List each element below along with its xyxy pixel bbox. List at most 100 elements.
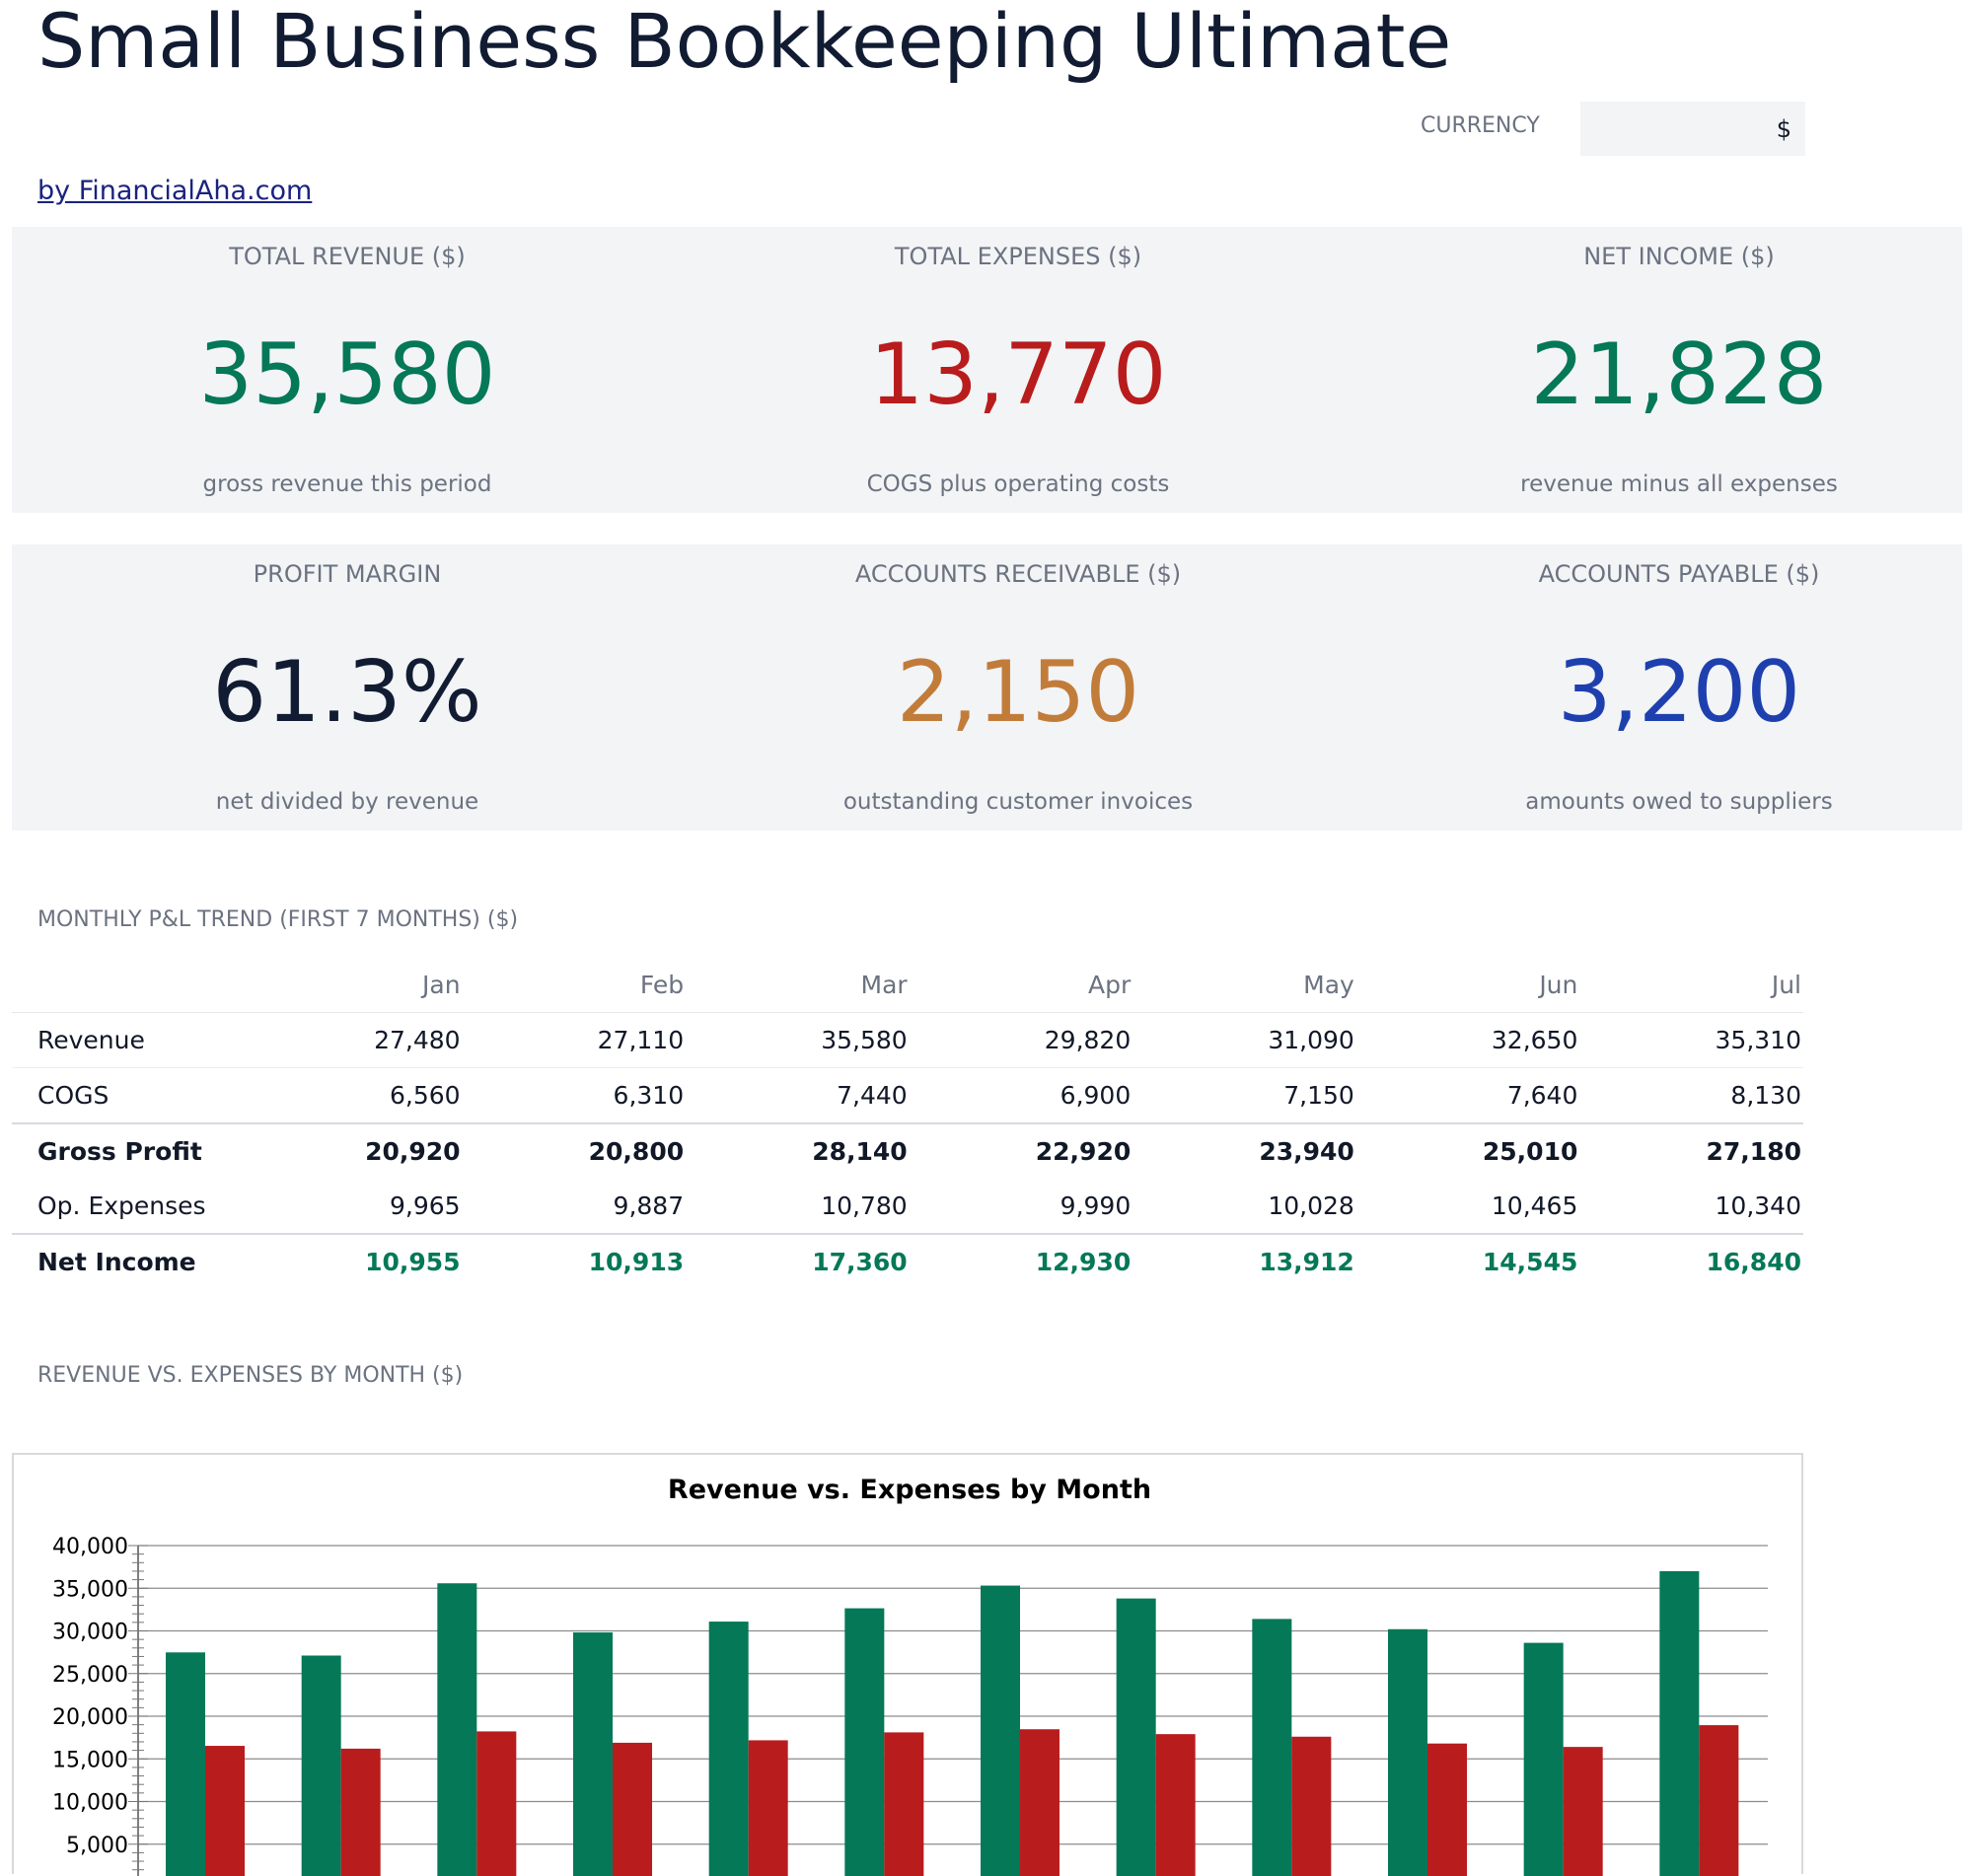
pl-cell: 35,580 (686, 1012, 910, 1068)
chart-bar-expenses (613, 1742, 652, 1876)
pl-cell: 7,150 (1133, 1067, 1356, 1124)
chart-bar-revenue (1252, 1619, 1292, 1876)
chart-bars (166, 1570, 1739, 1876)
currency-label: CURRENCY (1421, 113, 1540, 138)
pl-cell: 9,887 (462, 1179, 687, 1235)
pl-cell: 6,900 (909, 1067, 1133, 1124)
pl-cell: 10,780 (686, 1179, 910, 1235)
pl-cell: 7,440 (686, 1067, 910, 1124)
pl-cell: 27,180 (1706, 1137, 1801, 1166)
byline-link[interactable]: by FinancialAha.com (37, 176, 313, 206)
kpi-value: 3,200 (1557, 643, 1801, 742)
chart-bar-revenue (1659, 1570, 1700, 1876)
chart-bar-expenses (1155, 1734, 1196, 1876)
kpi-profit-margin: PROFIT MARGIN 61.3% net divided by reven… (12, 544, 683, 830)
chart-bar-revenue (1523, 1642, 1564, 1876)
pl-table: Jan Feb Mar Apr May Jun Jul Revenue 27,4… (12, 957, 1803, 1289)
pl-cell: 9,990 (909, 1179, 1133, 1235)
pl-month-header: Jul (1579, 957, 1803, 1013)
kpi-label: TOTAL EXPENSES ($) (894, 243, 1142, 270)
kpi-value: 35,580 (198, 325, 496, 424)
chart-y-tick-label: 40,000 (52, 1535, 128, 1559)
pl-cell: 28,140 (812, 1137, 908, 1166)
chart-bar-expenses (1291, 1736, 1332, 1876)
chart-y-tick-label: 25,000 (52, 1663, 128, 1688)
chart-bar-revenue (708, 1622, 749, 1876)
pl-cell: 8,130 (1579, 1067, 1803, 1124)
pl-cell: 7,640 (1355, 1067, 1580, 1124)
chart-bar-revenue (437, 1583, 477, 1876)
chart-title: Revenue vs. Expenses by Month (668, 1475, 1151, 1505)
chart-bar-revenue (573, 1632, 613, 1876)
chart-y-tick-label: 35,000 (52, 1577, 128, 1602)
kpi-label: TOTAL REVENUE ($) (229, 243, 466, 270)
kpi-label: ACCOUNTS RECEIVABLE ($) (854, 560, 1182, 588)
chart-section-title: REVENUE VS. EXPENSES BY MONTH ($) (37, 1363, 464, 1388)
pl-cell: 14,545 (1482, 1248, 1578, 1276)
kpi-value: 61.3% (212, 643, 482, 742)
revenue-expenses-chart: Revenue vs. Expenses by Month 40,000 35,0… (12, 1453, 1803, 1876)
kpi-value: 21,828 (1530, 325, 1828, 424)
chart-bar-expenses (1699, 1725, 1739, 1876)
kpi-row-top: TOTAL REVENUE ($) 35,580 gross revenue t… (12, 227, 1962, 513)
pl-cell: 32,650 (1355, 1012, 1580, 1068)
chart-bar-expenses (1020, 1729, 1060, 1876)
kpi-label: PROFIT MARGIN (253, 560, 442, 588)
pl-cell: 10,955 (365, 1248, 461, 1276)
chart-bar-expenses (748, 1740, 788, 1876)
kpi-caption: amounts owed to suppliers (1525, 789, 1833, 815)
pl-cell: 10,028 (1133, 1179, 1356, 1235)
chart-bar-revenue (1116, 1598, 1156, 1876)
pl-cell: 10,913 (588, 1248, 685, 1276)
currency-input[interactable]: $ (1580, 102, 1805, 156)
kpi-accounts-receivable: ACCOUNTS RECEIVABLE ($) 2,150 outstandin… (683, 544, 1353, 830)
kpi-caption: revenue minus all expenses (1520, 471, 1838, 497)
chart-y-tick-label: 20,000 (52, 1705, 128, 1730)
pl-cell: 10,465 (1355, 1179, 1580, 1235)
pl-row-cogs: COGS 6,560 6,310 7,440 6,900 7,150 7,640… (12, 1067, 1803, 1124)
pl-month-header: Mar (686, 957, 910, 1013)
pl-cell: 20,920 (365, 1137, 461, 1166)
pl-cell: 6,560 (239, 1067, 463, 1124)
pl-cell: 27,110 (462, 1012, 687, 1068)
pl-cell: 22,920 (1035, 1137, 1132, 1166)
currency-value: $ (1776, 115, 1791, 143)
pl-section-title: MONTHLY P&L TREND (FIRST 7 MONTHS) ($) (37, 907, 519, 932)
kpi-row-bottom: PROFIT MARGIN 61.3% net divided by reven… (12, 544, 1962, 830)
pl-cell: 17,360 (812, 1248, 908, 1276)
pl-row-gross-profit: Gross Profit 20,920 20,800 28,140 22,920… (12, 1123, 1803, 1179)
kpi-total-expenses: TOTAL EXPENSES ($) 13,770 COGS plus oper… (683, 227, 1353, 513)
kpi-value: 2,150 (896, 643, 1140, 742)
kpi-total-revenue: TOTAL REVENUE ($) 35,580 gross revenue t… (12, 227, 683, 513)
pl-cell: 23,940 (1259, 1137, 1354, 1166)
pl-cell: 27,480 (239, 1012, 463, 1068)
pl-row-label: Net Income (37, 1248, 196, 1276)
pl-month-header: Jun (1355, 957, 1580, 1013)
chart-bar-expenses (205, 1746, 245, 1876)
pl-header-row: Jan Feb Mar Apr May Jun Jul (12, 957, 1803, 1013)
chart-grid (138, 1545, 1768, 1845)
pl-cell: 12,930 (1035, 1248, 1132, 1276)
kpi-caption: COGS plus operating costs (866, 471, 1170, 497)
kpi-accounts-payable: ACCOUNTS PAYABLE ($) 3,200 amounts owed … (1344, 544, 1973, 830)
pl-cell: 20,800 (588, 1137, 685, 1166)
chart-bar-revenue (981, 1585, 1020, 1876)
chart-bar-expenses (884, 1732, 924, 1876)
chart-bar-revenue (844, 1608, 885, 1876)
pl-cell: 25,010 (1482, 1137, 1578, 1166)
chart-bar-expenses (476, 1731, 517, 1876)
kpi-net-income: NET INCOME ($) 21,828 revenue minus all … (1344, 227, 1973, 513)
pl-row-op-expenses: Op. Expenses 9,965 9,887 10,780 9,990 10… (12, 1179, 1803, 1235)
pl-cell: 10,340 (1579, 1179, 1803, 1235)
chart-canvas: Revenue vs. Expenses by Month 40,000 35,0… (52, 1475, 1768, 1876)
chart-y-tick-label: 15,000 (52, 1748, 128, 1772)
pl-row-label: COGS (12, 1067, 239, 1124)
chart-bar-revenue (301, 1655, 341, 1876)
pl-cell: 29,820 (909, 1012, 1133, 1068)
chart-y-axis: 40,000 35,000 30,000 25,000 20,000 15,000 10,0… (52, 1535, 148, 1876)
chart-bar-expenses (340, 1748, 381, 1876)
pl-row-revenue: Revenue 27,480 27,110 35,580 29,820 31,0… (12, 1012, 1803, 1068)
kpi-value: 13,770 (869, 325, 1167, 424)
pl-header-blank (12, 957, 239, 1013)
pl-cell: 9,965 (239, 1179, 463, 1235)
